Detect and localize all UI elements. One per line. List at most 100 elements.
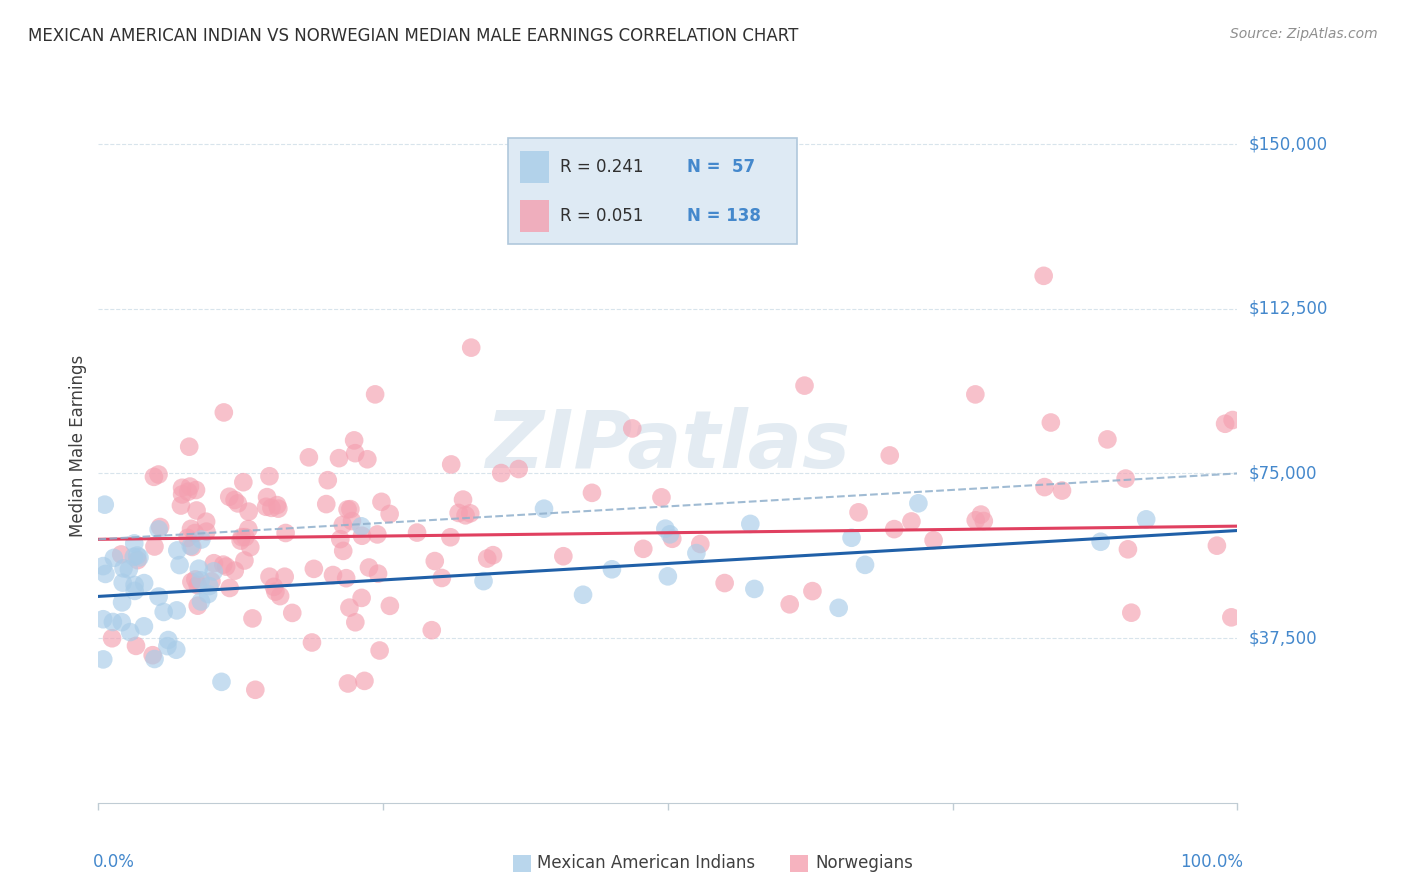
Point — [91, 652, 114, 666]
Point — [322, 568, 344, 582]
Point — [91, 559, 114, 574]
Point — [238, 522, 260, 536]
Point — [202, 564, 225, 578]
Point — [440, 458, 463, 472]
Point — [231, 530, 253, 544]
Point — [779, 598, 801, 612]
Point — [184, 573, 207, 587]
Point — [245, 682, 267, 697]
Point — [315, 497, 337, 511]
Point — [142, 470, 165, 484]
Point — [1222, 413, 1244, 427]
Point — [661, 532, 683, 546]
Point — [239, 541, 262, 555]
Point — [91, 612, 114, 626]
Text: $37,500: $37,500 — [1249, 629, 1317, 647]
Point — [166, 603, 188, 617]
Point — [197, 587, 219, 601]
Point — [170, 499, 193, 513]
Point — [218, 581, 240, 595]
Point — [344, 446, 367, 460]
Point — [367, 566, 389, 581]
Point — [166, 543, 188, 558]
Point — [157, 633, 180, 648]
Point — [335, 571, 357, 585]
Point — [120, 625, 142, 640]
Point — [198, 579, 221, 593]
Point — [233, 553, 256, 567]
Point — [152, 605, 174, 619]
Point — [356, 452, 378, 467]
Text: N =  57: N = 57 — [688, 158, 755, 176]
Point — [224, 564, 246, 578]
Point — [357, 560, 380, 574]
Point — [828, 600, 851, 615]
Point — [553, 549, 575, 564]
Point — [883, 522, 905, 536]
Point — [195, 524, 218, 539]
Point — [621, 421, 644, 435]
Point — [657, 569, 679, 583]
Point — [1115, 471, 1137, 485]
Point — [229, 533, 252, 548]
Point — [1033, 480, 1056, 494]
Point — [477, 551, 499, 566]
Point — [1121, 606, 1143, 620]
Point — [186, 503, 208, 517]
Point — [274, 526, 297, 541]
Point — [269, 589, 291, 603]
Point — [195, 515, 218, 529]
Point — [685, 546, 707, 560]
Text: ZIPatlas: ZIPatlas — [485, 407, 851, 485]
Point — [111, 595, 134, 609]
Point — [232, 475, 254, 490]
Point — [1090, 534, 1112, 549]
Point — [973, 514, 995, 528]
Point — [970, 508, 993, 522]
Point — [793, 378, 815, 392]
Point — [260, 500, 283, 515]
Point — [132, 619, 155, 633]
FancyBboxPatch shape — [508, 138, 797, 244]
Point — [1220, 610, 1243, 624]
Text: 100.0%: 100.0% — [1180, 853, 1243, 871]
Point — [111, 615, 134, 630]
Point — [127, 553, 149, 567]
Point — [378, 507, 401, 521]
Text: MEXICAN AMERICAN INDIAN VS NORWEGIAN MEDIAN MALE EARNINGS CORRELATION CHART: MEXICAN AMERICAN INDIAN VS NORWEGIAN MED… — [28, 27, 799, 45]
Point — [366, 527, 388, 541]
Point — [172, 481, 194, 495]
Point — [125, 639, 148, 653]
Point — [103, 550, 125, 565]
Point — [1050, 483, 1073, 498]
Point — [259, 469, 281, 483]
Point — [458, 507, 481, 521]
Text: R = 0.051: R = 0.051 — [560, 207, 644, 225]
Point — [94, 498, 117, 512]
Point — [124, 536, 146, 550]
Text: Source: ZipAtlas.com: Source: ZipAtlas.com — [1230, 27, 1378, 41]
Point — [181, 540, 204, 554]
Point — [101, 615, 124, 629]
Point — [179, 479, 201, 493]
Text: 0.0%: 0.0% — [93, 853, 135, 871]
Bar — [520, 200, 548, 232]
Point — [187, 562, 209, 576]
Point — [169, 558, 191, 572]
Point — [848, 505, 870, 519]
Point — [329, 532, 352, 546]
Point — [744, 582, 766, 596]
Point — [267, 501, 290, 516]
Point — [200, 574, 222, 589]
Text: N = 138: N = 138 — [688, 207, 761, 225]
Point — [242, 611, 264, 625]
Point — [128, 550, 150, 565]
Point — [211, 674, 233, 689]
Point — [301, 635, 323, 649]
Point — [447, 506, 470, 520]
Point — [336, 502, 359, 516]
Point — [343, 434, 366, 448]
Point — [581, 486, 603, 500]
Point — [353, 673, 375, 688]
Text: $150,000: $150,000 — [1249, 135, 1327, 153]
